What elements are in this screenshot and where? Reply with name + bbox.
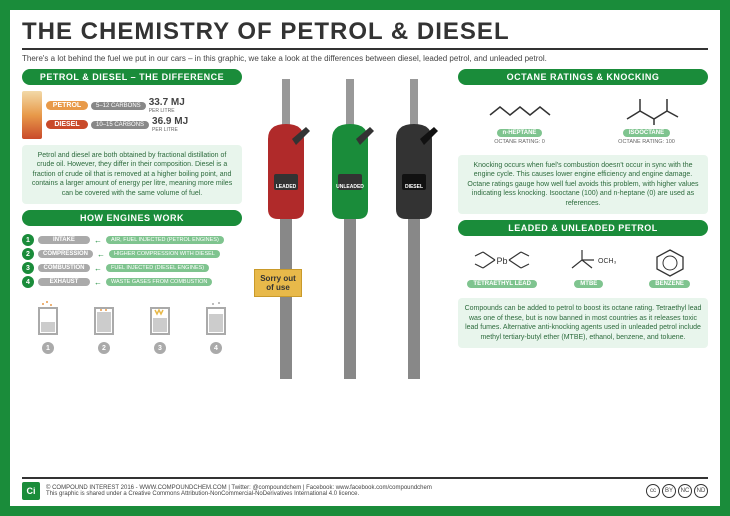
engine-step-3: 3COMBUSTION←FUEL INJECTED (DIESEL ENGINE…: [22, 262, 242, 274]
leaded-text: Compounds can be added to petrol to boos…: [458, 298, 708, 348]
arrow-icon: ←: [97, 250, 105, 259]
leaded-molecules: Pb TETRAETHYL LEAD OCH₃ MTBE BENZENE: [458, 246, 708, 288]
cc-nc-icon: NC: [678, 484, 692, 498]
difference-text: Petrol and diesel are both obtained by f…: [22, 145, 242, 204]
pump-label: UNLEADED: [336, 184, 364, 190]
mol-benzene: BENZENE: [641, 246, 699, 288]
molecule-icon: [641, 246, 699, 278]
petrol-row: PETROL 5–12 CARBONS 33.7 MJPER LITRE: [46, 97, 242, 114]
piston-4: 4: [194, 300, 238, 354]
piston-icon: [197, 300, 235, 340]
arrow-icon: ←: [94, 278, 102, 287]
mol-tel: Pb TETRAETHYL LEAD: [467, 246, 537, 288]
right-column: OCTANE RATINGS & KNOCKING n-HEPTANE OCTA…: [458, 69, 708, 467]
pump-unleaded: UNLEADED: [322, 79, 378, 384]
svg-text:OCH₃: OCH₃: [598, 258, 617, 265]
fuel-pumps: LEADED Sorry out of use UNLEADED DIESEL: [250, 69, 450, 467]
engines-header: HOW ENGINES WORK: [22, 210, 242, 226]
diesel-carbons: 10–15 CARBONS: [91, 121, 149, 129]
leaded-header: LEADED & UNLEADED PETROL: [458, 220, 708, 236]
piston-icon: [85, 300, 123, 340]
infographic-frame: THE CHEMISTRY OF PETROL & DIESEL There's…: [0, 0, 730, 516]
piston-diagrams: 1 2 3 4: [22, 300, 242, 354]
arrow-icon: ←: [94, 264, 102, 273]
pump-label: DIESEL: [405, 184, 423, 190]
octane-molecules: n-HEPTANE OCTANE RATING: 0 ISOOCTANE OCT…: [458, 95, 708, 145]
pump-icon: [386, 79, 442, 379]
petrol-energy: 33.7 MJPER LITRE: [149, 97, 185, 114]
piston-2: 2: [82, 300, 126, 354]
svg-text:Pb: Pb: [497, 256, 508, 266]
mol-isooctane: ISOOCTANE OCTANE RATING: 100: [612, 95, 682, 145]
cc-badges: cc BY NC ND: [646, 484, 708, 498]
columns: PETROL & DIESEL – THE DIFFERENCE PETROL …: [22, 69, 708, 467]
arrow-icon: ←: [94, 236, 102, 245]
engine-steps: 1INTAKE←AIR, FUEL INJECTED (PETROL ENGIN…: [22, 232, 242, 290]
octane-text: Knocking occurs when fuel's combustion d…: [458, 155, 708, 214]
engine-step-4: 4EXHAUST←WASTE GASES FROM COMBUSTION: [22, 276, 242, 288]
mol-heptane: n-HEPTANE OCTANE RATING: 0: [485, 95, 555, 145]
fuel-rows: PETROL 5–12 CARBONS 33.7 MJPER LITRE DIE…: [46, 95, 242, 135]
center-column: LEADED Sorry out of use UNLEADED DIESEL: [250, 69, 450, 467]
title-rule: [22, 48, 708, 50]
difference-header: PETROL & DIESEL – THE DIFFERENCE: [22, 69, 242, 85]
main-title: THE CHEMISTRY OF PETROL & DIESEL: [22, 18, 708, 46]
molecule-icon: [485, 95, 555, 127]
petrol-pill: PETROL: [46, 101, 88, 110]
molecule-icon: [612, 95, 682, 127]
diesel-row: DIESEL 10–15 CARBONS 36.9 MJPER LITRE: [46, 116, 242, 133]
cc-icon: cc: [646, 484, 660, 498]
molecule-icon: Pb: [473, 246, 531, 278]
pump-label: LEADED: [276, 184, 297, 190]
ci-badge-icon: Ci: [22, 482, 40, 500]
engine-step-1: 1INTAKE←AIR, FUEL INJECTED (PETROL ENGIN…: [22, 234, 242, 246]
cc-nd-icon: ND: [694, 484, 708, 498]
pump-diesel: DIESEL: [386, 79, 442, 384]
molecule-icon: OCH₃: [560, 246, 618, 278]
sorry-sign: Sorry out of use: [254, 269, 302, 297]
pump-icon: [258, 79, 314, 379]
footer: Ci © COMPOUND INTEREST 2016 - WWW.COMPOU…: [22, 477, 708, 500]
octane-header: OCTANE RATINGS & KNOCKING: [458, 69, 708, 85]
footer-text: © COMPOUND INTEREST 2016 - WWW.COMPOUNDC…: [46, 485, 432, 497]
subtitle: There's a lot behind the fuel we put in …: [22, 54, 708, 63]
distillation-gradient-icon: [22, 91, 42, 139]
left-column: PETROL & DIESEL – THE DIFFERENCE PETROL …: [22, 69, 242, 467]
piston-icon: [141, 300, 179, 340]
diesel-pill: DIESEL: [46, 120, 88, 129]
mol-mtbe: OCH₃ MTBE: [560, 246, 618, 288]
piston-3: 3: [138, 300, 182, 354]
diesel-energy: 36.9 MJPER LITRE: [152, 116, 188, 133]
pump-leaded: LEADED Sorry out of use: [258, 79, 314, 384]
engine-step-2: 2COMPRESSION←HIGHER COMPRESSION WITH DIE…: [22, 248, 242, 260]
piston-icon: [29, 300, 67, 340]
petrol-carbons: 5–12 CARBONS: [91, 102, 146, 110]
pump-icon: [322, 79, 378, 379]
cc-by-icon: BY: [662, 484, 676, 498]
piston-1: 1: [26, 300, 70, 354]
difference-diagram: PETROL 5–12 CARBONS 33.7 MJPER LITRE DIE…: [22, 91, 242, 139]
